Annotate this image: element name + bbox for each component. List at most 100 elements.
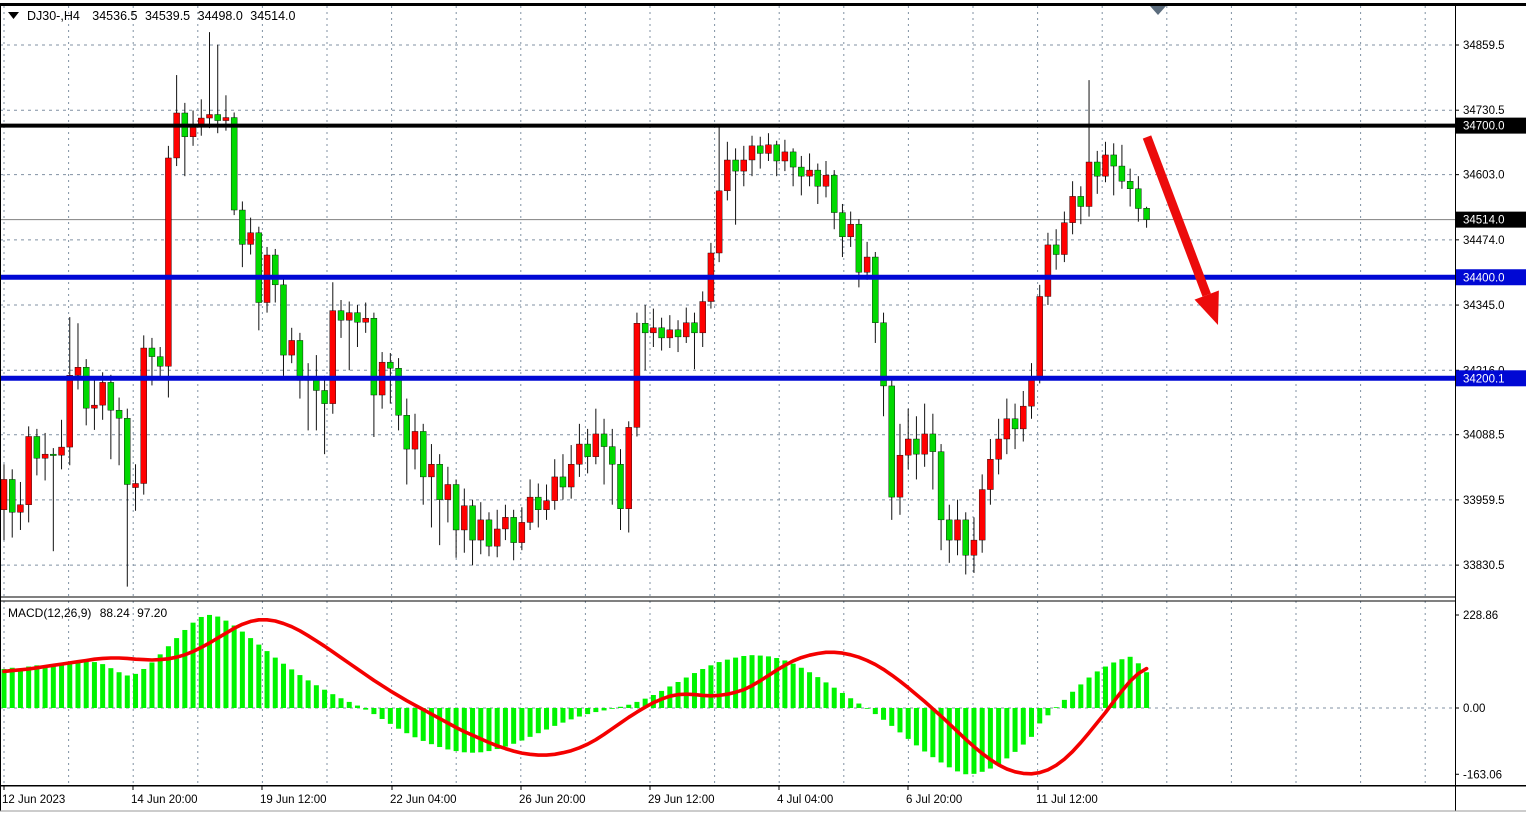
candle <box>1044 232 1052 306</box>
macd-histogram-bar <box>872 708 878 715</box>
macd-histogram-bar <box>881 708 887 720</box>
macd-histogram-bar <box>248 638 254 708</box>
macd-histogram-bar <box>453 708 459 752</box>
candle <box>354 305 361 348</box>
bear-candle-body <box>674 329 682 338</box>
macd-histogram-bar <box>494 708 500 750</box>
price-badge-label: 34400.0 <box>1463 272 1505 284</box>
bull-candle-body <box>666 329 674 339</box>
candle <box>970 517 978 573</box>
candle <box>946 504 953 563</box>
macd-histogram-bar <box>831 687 837 708</box>
axes-layer[interactable]: 34859.534730.534603.034474.034345.034216… <box>2 6 1526 806</box>
macd-histogram-bar <box>922 708 928 752</box>
bear-candle-body <box>124 418 131 485</box>
macd-histogram-bar <box>839 692 845 708</box>
bear-candle-body <box>239 209 246 245</box>
bull-candle-body <box>165 157 172 367</box>
bear-candle-body <box>600 433 608 447</box>
bear-candle-body <box>880 322 887 387</box>
candle <box>107 374 115 460</box>
candle <box>485 512 493 557</box>
macd-histogram-bar <box>239 631 245 708</box>
candle <box>666 315 674 349</box>
price-axis-label: 34730.5 <box>1463 105 1505 117</box>
panel-divider-lower[interactable] <box>0 600 1455 602</box>
bull-candle-body <box>1020 405 1027 430</box>
time-axis-label: 22 Jun 04:00 <box>390 794 457 806</box>
bear-candle-body <box>436 464 443 500</box>
bull-candle-body <box>905 438 912 456</box>
candle <box>91 379 98 430</box>
bull-candle-body <box>41 453 49 459</box>
candle <box>206 32 213 129</box>
macd-histogram-bar <box>379 708 385 719</box>
bear-candle-body <box>354 312 361 323</box>
bull-candle-body <box>288 340 295 356</box>
macd-histogram-bar <box>774 658 780 708</box>
trend-arrow-shaft[interactable] <box>1142 135 1211 297</box>
bear-candle-body <box>609 446 616 465</box>
candle <box>173 75 180 167</box>
bear-candle-body <box>9 479 16 513</box>
bull-candle-body <box>329 310 336 404</box>
bull-candle-body <box>1061 222 1068 255</box>
bull-candle-body <box>17 504 24 513</box>
bull-candle-body <box>518 522 526 543</box>
candle <box>789 148 797 187</box>
macd-histogram-bar <box>618 706 623 708</box>
macd-histogram-bar <box>215 616 221 708</box>
candle <box>987 438 994 505</box>
bull-candle-body <box>863 256 871 273</box>
symbol-dropdown-icon[interactable] <box>8 12 19 19</box>
candle <box>346 301 353 371</box>
candle <box>773 140 780 177</box>
bull-candle-body <box>189 126 197 137</box>
macd-histogram-bar <box>634 701 640 708</box>
macd-histogram-bar <box>568 708 574 720</box>
bull-candle-body <box>847 223 854 238</box>
candle <box>362 302 369 333</box>
bull-candle-body <box>567 464 575 488</box>
macd-axis-label: -163.06 <box>1463 769 1502 781</box>
macd-histogram-bar <box>100 664 106 708</box>
candle <box>395 358 402 431</box>
trend-arrow-head[interactable] <box>1194 290 1219 325</box>
macd-histogram-bar <box>1094 671 1100 708</box>
bear-candle-body <box>913 438 920 455</box>
bull-candle-body <box>1085 161 1093 207</box>
macd-histogram-bar <box>749 655 755 708</box>
candle <box>839 203 846 258</box>
macd-histogram-bar <box>470 708 476 753</box>
candle <box>765 133 772 162</box>
symbol-period-label: DJ30-,H4 <box>27 9 80 23</box>
panel-divider-upper[interactable] <box>0 596 1455 598</box>
grid-layer <box>0 6 1455 785</box>
macd-histogram-bar <box>1037 708 1043 724</box>
macd-signal-line <box>2 617 1149 776</box>
bear-candle-body <box>789 151 797 168</box>
macd-histogram-bar <box>519 708 525 741</box>
chart-shift-marker-icon[interactable] <box>1150 6 1166 15</box>
candle <box>140 335 147 495</box>
candle <box>625 421 632 533</box>
bear-candle-body <box>831 174 838 213</box>
bear-candle-body <box>272 254 279 286</box>
candle <box>280 277 287 376</box>
candle <box>1102 141 1109 183</box>
trend-arrow-layer[interactable] <box>1142 135 1219 325</box>
candle <box>444 466 452 523</box>
macd-histogram-bar <box>83 660 89 708</box>
macd-histogram-bar <box>733 657 739 708</box>
bear-candle-body <box>946 519 953 541</box>
macd-signal-value: 97.20 <box>137 606 167 620</box>
candle <box>66 317 73 466</box>
macd-histogram-bar <box>716 662 722 708</box>
candle <box>757 136 764 169</box>
horizontal-levels-layer[interactable] <box>0 123 1455 381</box>
macd-histogram-bar <box>576 708 582 717</box>
macd-histogram-bar <box>544 708 550 730</box>
candle <box>461 488 468 553</box>
